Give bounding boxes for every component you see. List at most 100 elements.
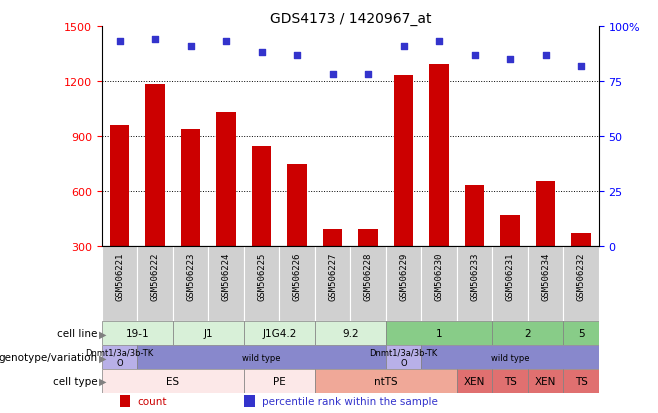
Bar [244,369,315,393]
Text: GSM506228: GSM506228 [364,252,372,301]
Bar [110,126,130,301]
Point [292,52,303,59]
Text: GSM506226: GSM506226 [293,252,301,301]
Bar [386,322,492,346]
Bar [563,247,599,322]
Bar [421,247,457,322]
Bar [102,346,138,369]
Bar [102,322,173,346]
Bar [288,165,307,301]
Text: XEN: XEN [464,376,485,386]
Text: cell line: cell line [57,329,97,339]
Text: 9.2: 9.2 [342,329,359,339]
Text: ▶: ▶ [99,376,106,386]
Bar [173,247,209,322]
Bar [209,247,244,322]
Point [398,43,409,50]
Text: 5: 5 [578,329,584,339]
Bar [145,85,165,301]
Text: Dnmt1/3a/3b-TK
O: Dnmt1/3a/3b-TK O [370,348,438,367]
Text: GSM506231: GSM506231 [505,252,515,301]
Bar [457,247,492,322]
Point [328,72,338,78]
Text: GSM506234: GSM506234 [541,252,550,301]
Text: percentile rank within the sample: percentile rank within the sample [262,396,438,406]
Point [221,39,232,45]
Text: cell type: cell type [53,376,97,386]
Bar [138,247,173,322]
Bar [216,113,236,301]
Point [114,39,125,45]
Point [576,63,586,70]
Point [469,52,480,59]
Point [186,43,196,50]
Bar [315,322,386,346]
Text: ES: ES [166,376,180,386]
Bar [528,369,563,393]
Bar [536,181,555,301]
Bar [244,247,280,322]
Bar [563,322,599,346]
Point [257,50,267,57]
Bar [244,395,255,407]
Bar [492,369,528,393]
Bar [244,322,315,346]
Text: 2: 2 [524,329,531,339]
Text: XEN: XEN [535,376,556,386]
Bar [315,369,457,393]
Bar [457,369,492,393]
Bar [386,346,421,369]
Text: wild type: wild type [491,353,529,362]
Text: J1: J1 [203,329,213,339]
Bar [181,129,201,301]
Text: GSM506227: GSM506227 [328,252,337,301]
Bar [323,229,342,301]
Bar [492,322,563,346]
Bar [563,369,599,393]
Text: ntTS: ntTS [374,376,397,386]
Bar [465,185,484,301]
Point [363,72,373,78]
Title: GDS4173 / 1420967_at: GDS4173 / 1420967_at [270,12,431,26]
Text: GSM506233: GSM506233 [470,252,479,301]
Bar [173,322,244,346]
Text: GSM506222: GSM506222 [151,252,160,301]
Bar [280,247,315,322]
Bar [315,247,350,322]
Bar [120,395,130,407]
Text: wild type: wild type [242,353,281,362]
Bar [102,247,138,322]
Text: GSM506232: GSM506232 [576,252,586,301]
Bar [102,369,244,393]
Text: genotype/variation: genotype/variation [0,352,97,363]
Bar [492,247,528,322]
Text: GSM506221: GSM506221 [115,252,124,301]
Text: TS: TS [503,376,517,386]
Bar [350,247,386,322]
Bar [359,229,378,301]
Bar [421,346,599,369]
Text: Dnmt1/3a/3b-TK
O: Dnmt1/3a/3b-TK O [86,348,154,367]
Text: GSM506225: GSM506225 [257,252,266,301]
Text: GSM506230: GSM506230 [434,252,443,301]
Text: TS: TS [574,376,588,386]
Bar [500,215,520,301]
Bar [429,64,449,301]
Point [505,57,515,63]
Text: 1: 1 [436,329,442,339]
Text: J1G4.2: J1G4.2 [263,329,297,339]
Text: 19-1: 19-1 [126,329,149,339]
Text: GSM506223: GSM506223 [186,252,195,301]
Bar [252,147,272,301]
Text: ▶: ▶ [99,329,106,339]
Bar [386,247,421,322]
Point [150,37,161,43]
Bar [394,76,413,301]
Bar [571,234,591,301]
Point [434,39,444,45]
Point [540,52,551,59]
Text: GSM506224: GSM506224 [222,252,231,301]
Text: count: count [138,396,167,406]
Text: ▶: ▶ [99,352,106,363]
Bar [138,346,386,369]
